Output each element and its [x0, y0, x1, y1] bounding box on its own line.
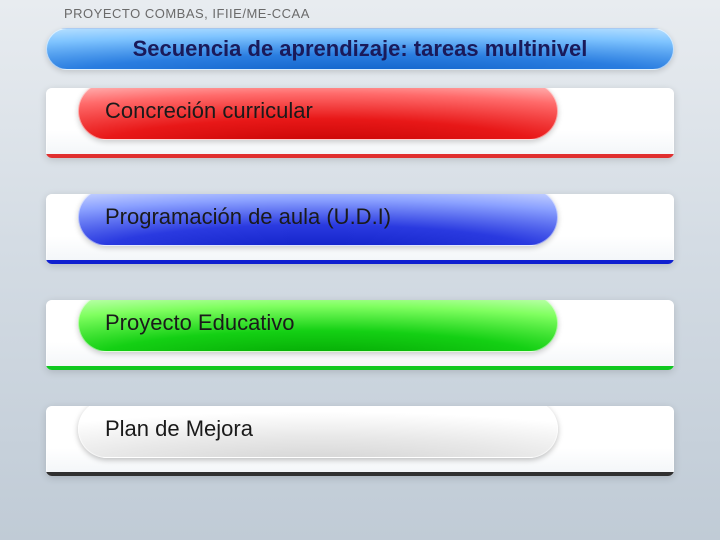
project-header: PROYECTO COMBAS, IFIIE/ME-CCAA: [64, 6, 310, 21]
pill-2-label: Programación de aula (U.D.I): [105, 204, 391, 230]
pill-3-label: Proyecto Educativo: [105, 310, 295, 336]
rows-container: Concreción curricular Programación de au…: [46, 88, 674, 512]
pill-4: Plan de Mejora: [78, 406, 558, 458]
row-2: Programación de aula (U.D.I): [46, 194, 674, 264]
pill-1: Concreción curricular: [78, 88, 558, 140]
title-bar: Secuencia de aprendizaje: tareas multini…: [46, 28, 674, 70]
pill-4-label: Plan de Mejora: [105, 416, 253, 442]
pill-3: Proyecto Educativo: [78, 300, 558, 352]
row-1: Concreción curricular: [46, 88, 674, 158]
row-4: Plan de Mejora: [46, 406, 674, 476]
row-3: Proyecto Educativo: [46, 300, 674, 370]
pill-1-label: Concreción curricular: [105, 98, 313, 124]
pill-2: Programación de aula (U.D.I): [78, 194, 558, 246]
page-title: Secuencia de aprendizaje: tareas multini…: [133, 36, 588, 62]
